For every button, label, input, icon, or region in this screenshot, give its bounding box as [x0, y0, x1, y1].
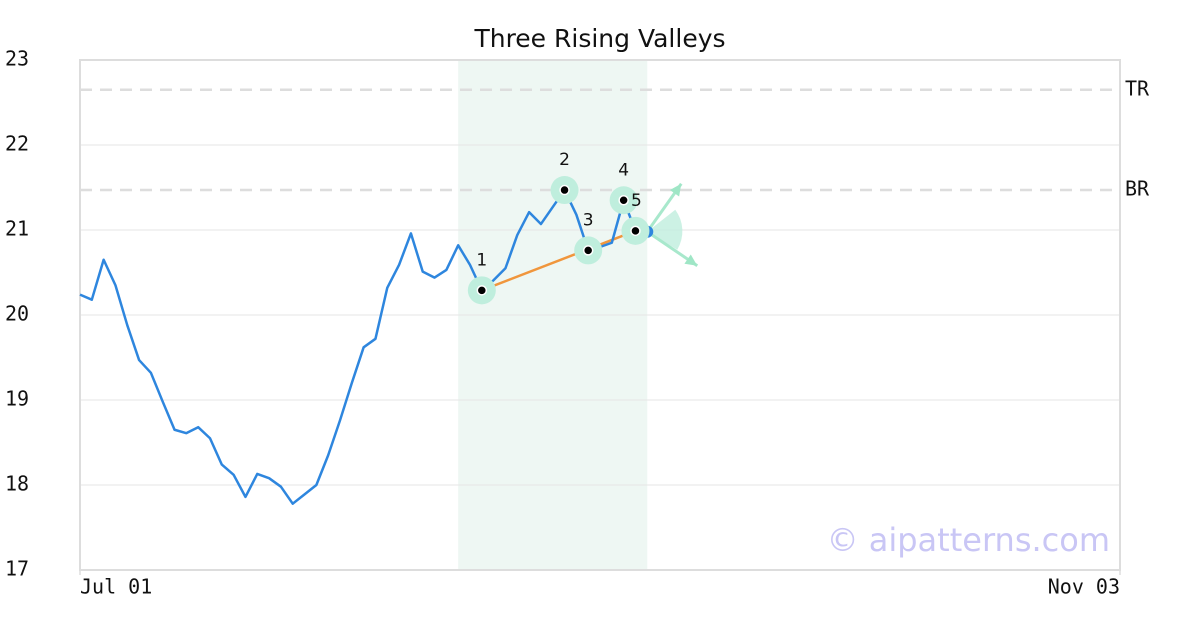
trendline	[481, 229, 636, 292]
pivot-label: 4	[618, 160, 629, 180]
reference-label: TR	[1125, 76, 1150, 100]
pivot-point	[559, 184, 570, 196]
x-tick-label: Nov 03	[1048, 575, 1120, 599]
y-tick-label: 20	[5, 302, 29, 326]
projection-fan	[647, 209, 683, 250]
watermark: © aipatterns.com	[827, 521, 1110, 559]
pivot-label: 5	[631, 191, 642, 211]
pivot-point	[630, 225, 641, 237]
series-line	[79, 188, 648, 505]
pivot-point	[582, 245, 594, 256]
y-tick-label: 23	[5, 47, 29, 71]
arrow-head	[669, 183, 682, 197]
x-tick-label: Jul 01	[80, 575, 152, 599]
reference-label: BR	[1125, 177, 1150, 201]
pivot-label: 2	[559, 150, 570, 170]
pivot-point	[476, 285, 488, 296]
chart-title: Three Rising Valleys	[473, 24, 725, 53]
arrow-head	[684, 254, 698, 266]
pivot-label: 1	[476, 250, 487, 270]
y-tick-label: 18	[5, 472, 29, 496]
y-tick-label: 22	[5, 132, 29, 156]
pivot-point	[618, 195, 629, 206]
y-tick-label: 19	[5, 387, 29, 411]
plot-frame	[79, 59, 1121, 571]
y-tick-label: 21	[5, 217, 29, 241]
pivot-label: 3	[583, 210, 594, 230]
y-tick-label: 17	[5, 557, 29, 581]
